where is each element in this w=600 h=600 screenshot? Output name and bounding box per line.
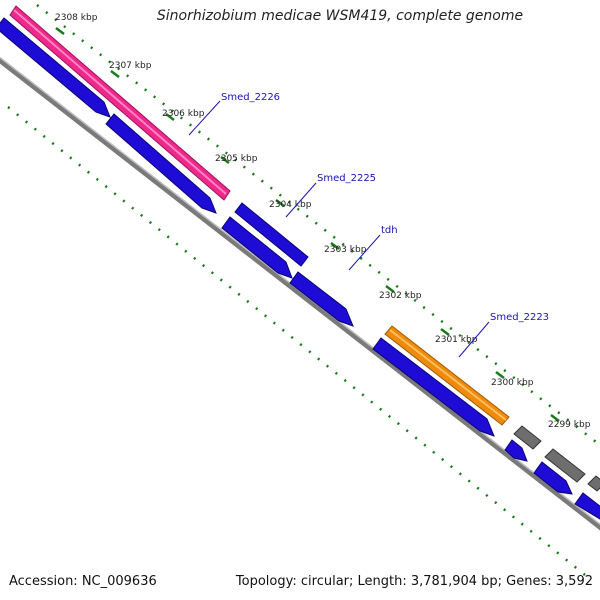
scale-label: 2305 kbp (215, 154, 258, 164)
scale-label: 2308 kbp (55, 13, 98, 23)
gene-labels: Smed_2226 Smed_2225 tdh Smed_2223 (188, 92, 549, 358)
outer-tick-row (28, 0, 600, 446)
gene-blue-2[interactable] (105, 113, 217, 214)
gene-gray-1[interactable] (513, 425, 542, 450)
gene-label-tdh: tdh (381, 225, 398, 236)
gene-tdh[interactable] (221, 216, 293, 279)
gene-blue-7[interactable] (533, 461, 573, 495)
gene-label-smed-2226: Smed_2226 (221, 92, 280, 103)
gene-features (0, 5, 600, 522)
accession-text: Accession: NC_009636 (9, 574, 157, 589)
scale-label: 2307 kbp (109, 61, 152, 71)
gene-blue-4[interactable] (289, 271, 354, 327)
gene-smed-2225[interactable] (234, 202, 309, 267)
major-ticks (55, 27, 560, 422)
scale-labels: 2308 kbp 2307 kbp 2306 kbp 2305 kbp 2304… (55, 13, 591, 430)
gene-label-smed-2225: Smed_2225 (317, 173, 376, 184)
inner-tick-row (7, 106, 586, 576)
scale-label: 2300 kbp (491, 378, 534, 388)
scale-label: 2306 kbp (162, 109, 205, 119)
gene-blue-5[interactable] (372, 337, 495, 437)
gene-gray-3[interactable] (587, 475, 600, 492)
scale-label: 2302 kbp (379, 291, 422, 301)
scale-label: 2299 kbp (548, 420, 591, 430)
map-title: Sinorhizobium medicae WSM419, complete g… (156, 8, 524, 24)
gene-blue-1[interactable] (0, 17, 111, 118)
scale-label: 2301 kbp (435, 335, 478, 345)
genome-summary-text: Topology: circular; Length: 3,781,904 bp… (235, 574, 593, 589)
gene-label-smed-2223: Smed_2223 (490, 312, 549, 323)
scale-label: 2303 kbp (324, 245, 367, 255)
scale-label: 2304 kbp (269, 200, 312, 210)
gene-gray-2[interactable] (544, 448, 586, 483)
gene-blue-6[interactable] (504, 439, 528, 462)
gene-blue-8[interactable] (574, 492, 600, 522)
genome-backbone (0, 57, 600, 531)
